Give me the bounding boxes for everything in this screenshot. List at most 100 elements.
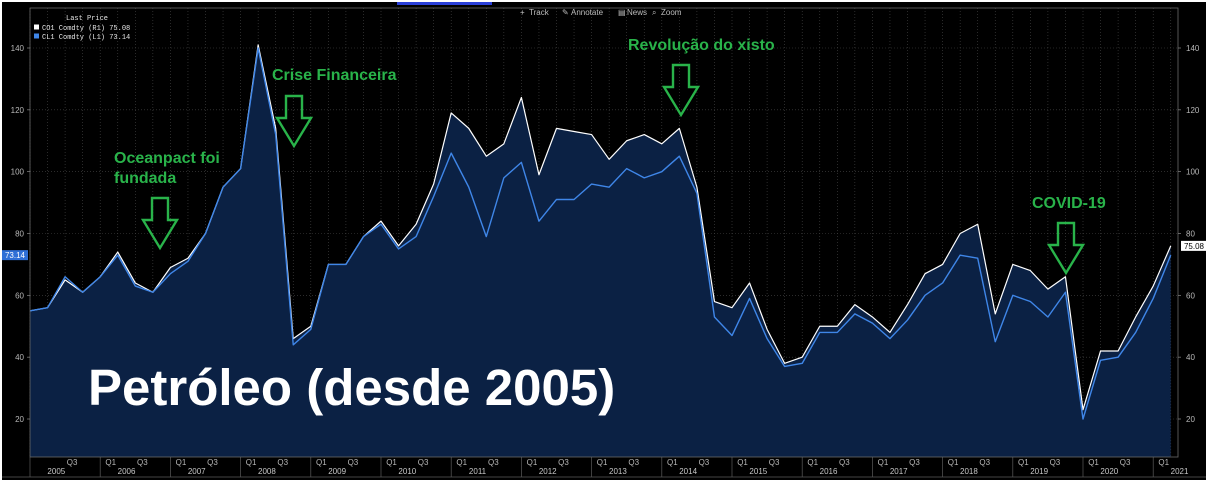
annotation-label: fundada (114, 170, 176, 187)
annotation-label: Oceanpact foi (114, 150, 220, 167)
series-lines (29, 44, 1172, 420)
toolbar-accent-bar (397, 2, 492, 5)
last-price-tag-co1 (1181, 240, 1207, 251)
year-label: 2021 (1171, 467, 1189, 476)
quarter-label-q3: Q3 (488, 458, 499, 467)
year-label: 2012 (539, 467, 557, 476)
year-label: 2015 (749, 467, 767, 476)
quarter-label-q3: Q3 (67, 458, 78, 467)
annotation-label: COVID-19 (1032, 195, 1106, 212)
year-label: 2018 (960, 467, 978, 476)
quarter-label-q3: Q3 (1050, 458, 1061, 467)
last-price-tag-cl1 (2, 250, 28, 261)
area-fill (30, 44, 1171, 457)
quarter-label-q1: Q1 (737, 458, 748, 467)
year-label: 2007 (188, 467, 206, 476)
y-left-tick-label: 120 (11, 106, 25, 115)
y-left-tick-label: 100 (11, 168, 25, 177)
year-label: 2013 (609, 467, 627, 476)
last-price-label-co1: 75.08 (1184, 242, 1205, 251)
quarter-label-q3: Q3 (769, 458, 780, 467)
down-arrow-icon (661, 63, 701, 118)
quarter-label-q3: Q3 (137, 458, 148, 467)
quarter-label-q3: Q3 (699, 458, 710, 467)
crosshair-icon[interactable]: + (520, 8, 525, 17)
quarter-label-q1: Q1 (316, 458, 327, 467)
annotation-label: Revolução do xisto (628, 37, 775, 54)
y-left-tick-label: 40 (15, 353, 24, 362)
toolbar-label-track[interactable]: Track (529, 8, 550, 17)
down-arrow-icon (1046, 221, 1086, 276)
magnifier-icon[interactable]: ⌕ (652, 8, 656, 17)
last-price-label-cl1: 73.14 (5, 251, 26, 260)
legend-entry-cl1: CL1 Comdty (L1) 73.14 (42, 34, 130, 42)
year-label: 2005 (47, 467, 65, 476)
quarter-label-q3: Q3 (558, 458, 569, 467)
series-line-cl1 (29, 47, 1172, 420)
quarter-label-q1: Q1 (597, 458, 608, 467)
y-right-tick-label: 100 (1186, 168, 1200, 177)
year-label: 2017 (890, 467, 908, 476)
legend: Last Price CO1 Comdty (R1) 75.08 CL1 Com… (34, 15, 130, 42)
quarter-label-q1: Q1 (105, 458, 116, 467)
quarter-label-q3: Q3 (418, 458, 429, 467)
y-right-tick-label: 40 (1186, 353, 1195, 362)
legend-swatch-co1 (34, 24, 39, 30)
quarter-label-q1: Q1 (1088, 458, 1099, 467)
down-arrow-icon (274, 94, 314, 149)
quarter-label-q1: Q1 (456, 458, 467, 467)
quarter-label-q1: Q1 (386, 458, 397, 467)
quarter-label-q3: Q3 (839, 458, 850, 467)
y-left-tick-label: 140 (11, 44, 25, 53)
legend-entry-co1: CO1 Comdty (R1) 75.08 (42, 25, 130, 33)
quarter-label-q1: Q1 (1018, 458, 1029, 467)
last-price-tags: 75.08 73.14 (2, 240, 1207, 261)
quarter-label-q3: Q3 (207, 458, 218, 467)
quarter-label-q1: Q1 (948, 458, 959, 467)
y-left-tick-label: 80 (15, 230, 24, 239)
toolbar-label-annotate[interactable]: Annotate (571, 8, 604, 17)
quarter-label-q1: Q1 (878, 458, 889, 467)
quarter-label-q1: Q1 (667, 458, 678, 467)
newspaper-icon[interactable]: ▤ (618, 8, 626, 17)
year-label: 2020 (1100, 467, 1118, 476)
pencil-icon[interactable]: ✎ (562, 8, 569, 17)
y-left-tick-label: 20 (15, 415, 24, 424)
toolbar-label-zoom[interactable]: Zoom (661, 8, 682, 17)
area-fill-path (30, 44, 1171, 457)
y-right-tick-label: 80 (1186, 230, 1195, 239)
toolbar-label-news[interactable]: News (627, 8, 647, 17)
down-arrow-icon (140, 196, 180, 251)
year-label: 2016 (820, 467, 838, 476)
quarter-label-q3: Q3 (628, 458, 639, 467)
year-label: 2014 (679, 467, 697, 476)
year-label: 2019 (1030, 467, 1048, 476)
year-label: 2008 (258, 467, 276, 476)
axes: 2040608010012014020406080100120140Q32005… (2, 7, 1206, 478)
plot-frame (29, 7, 1179, 458)
quarter-label-q1: Q1 (527, 458, 538, 467)
quarter-label-q3: Q3 (909, 458, 920, 467)
y-right-tick-label: 120 (1186, 106, 1200, 115)
y-left-tick-label: 60 (15, 291, 24, 300)
y-right-tick-label: 60 (1186, 291, 1195, 300)
annotation-label: Crise Financeira (272, 67, 397, 84)
quarter-label-q3: Q3 (979, 458, 990, 467)
year-label: 2006 (118, 467, 136, 476)
legend-header: Last Price (66, 15, 108, 23)
y-right-tick-label: 20 (1186, 415, 1195, 424)
quarter-label-q3: Q3 (277, 458, 288, 467)
chart-title: Petróleo (desde 2005) (88, 359, 615, 416)
annotations: Oceanpact foi fundada Crise Financeira Revo… (114, 37, 1106, 276)
chart-toolbar: + Track ✎ Annotate ▤ News ⌕ Zoom (397, 2, 682, 17)
y-right-tick-label: 140 (1186, 44, 1200, 53)
year-label: 2011 (469, 467, 487, 476)
quarter-label-q1: Q1 (176, 458, 187, 467)
quarter-label-q1: Q1 (246, 458, 257, 467)
year-label: 2010 (398, 467, 416, 476)
legend-swatch-cl1 (34, 33, 39, 39)
quarter-label-q3: Q3 (348, 458, 359, 467)
quarter-label-q3: Q3 (1120, 458, 1131, 467)
